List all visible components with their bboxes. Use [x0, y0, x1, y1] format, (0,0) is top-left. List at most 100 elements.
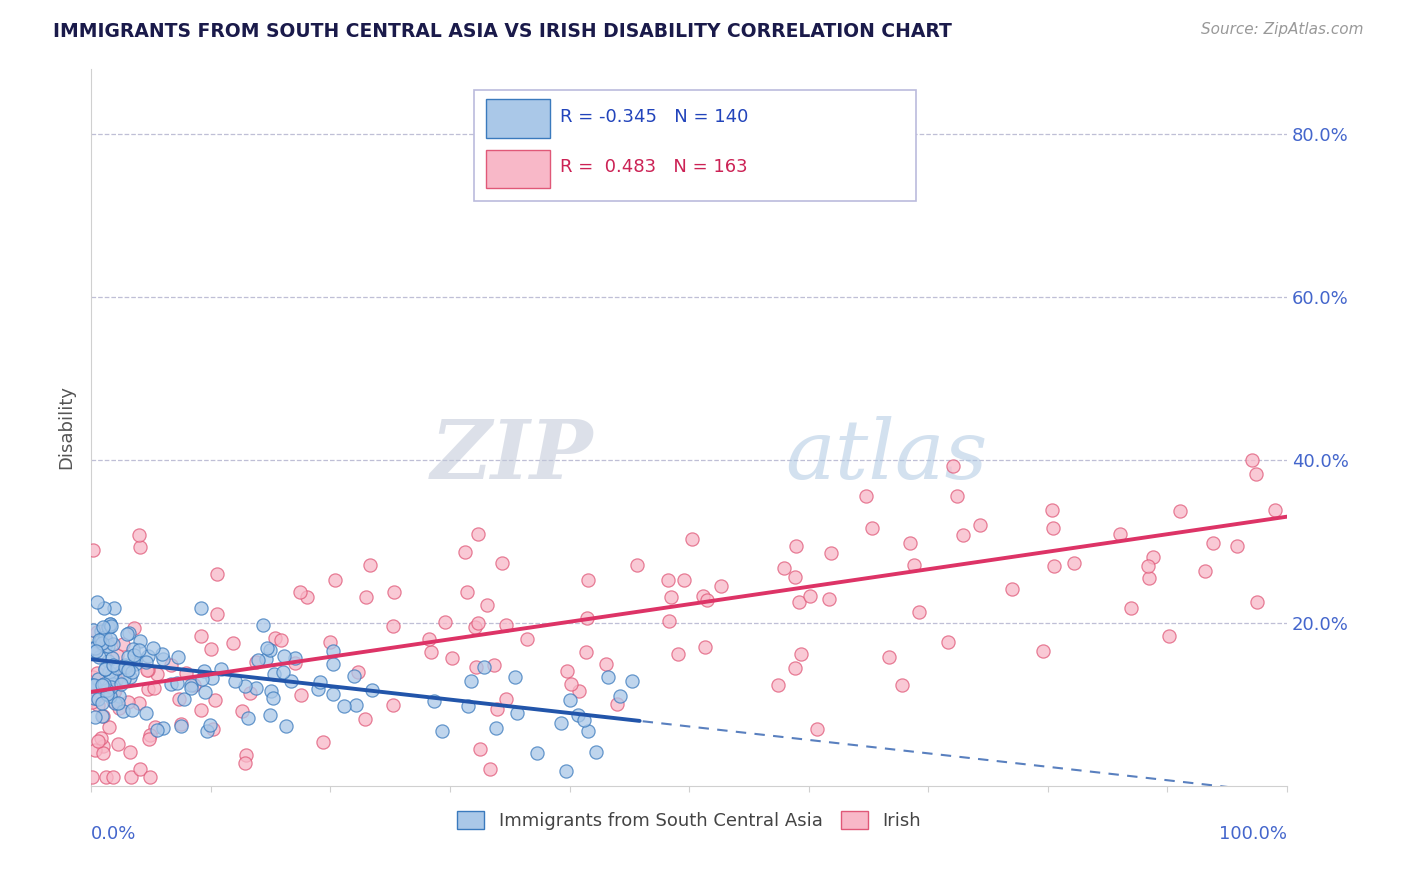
Point: [785, 539, 807, 553]
Point: [621, 673, 644, 688]
Point: [98, 665, 121, 680]
Point: [681, 533, 703, 547]
Point: [418, 632, 440, 646]
Point: [89, 633, 111, 648]
Point: [381, 698, 404, 713]
Point: [82, 641, 104, 656]
Point: [585, 745, 607, 759]
Point: [97, 620, 120, 634]
Point: [87, 650, 110, 665]
Point: [343, 669, 366, 683]
Point: [284, 650, 307, 665]
Point: [174, 665, 197, 680]
Point: [114, 658, 136, 673]
Point: [128, 540, 150, 554]
Point: [96, 635, 118, 649]
Point: [121, 703, 143, 717]
Point: [135, 663, 157, 677]
Point: [1264, 503, 1286, 517]
Point: [128, 528, 150, 542]
Point: [1108, 527, 1130, 541]
Point: [609, 690, 631, 704]
Point: [96, 682, 118, 697]
Point: [103, 637, 125, 651]
Point: [128, 643, 150, 657]
Point: [855, 489, 877, 503]
Text: R =  0.483   N = 163: R = 0.483 N = 163: [560, 159, 748, 177]
Point: [207, 567, 229, 582]
Point: [890, 678, 912, 692]
Point: [259, 643, 281, 657]
Point: [346, 665, 368, 679]
Point: [170, 719, 193, 733]
Point: [877, 650, 900, 665]
Point: [190, 704, 212, 718]
Point: [239, 686, 262, 700]
Point: [150, 648, 173, 662]
Point: [495, 617, 517, 632]
Point: [482, 657, 505, 672]
Point: [503, 670, 526, 684]
Point: [104, 673, 127, 688]
Point: [558, 692, 581, 706]
Point: [1142, 549, 1164, 564]
Point: [104, 683, 127, 698]
Point: [118, 626, 141, 640]
Point: [82, 771, 104, 785]
Point: [478, 763, 501, 777]
Point: [233, 679, 256, 693]
Text: R = -0.345   N = 140: R = -0.345 N = 140: [560, 108, 748, 127]
Point: [84, 641, 107, 656]
Point: [319, 634, 342, 648]
Point: [606, 697, 628, 711]
Point: [246, 652, 269, 666]
Point: [1241, 453, 1264, 467]
Point: [506, 706, 529, 720]
Point: [103, 685, 125, 699]
Point: [233, 756, 256, 771]
Text: ZIP: ZIP: [430, 416, 593, 496]
Point: [231, 704, 253, 718]
Point: [122, 621, 145, 635]
Point: [198, 717, 221, 731]
Point: [103, 694, 125, 708]
Point: [90, 632, 112, 646]
Point: [142, 640, 165, 655]
Point: [456, 585, 478, 599]
Point: [84, 644, 107, 658]
Point: [262, 691, 284, 706]
Point: [271, 665, 294, 679]
FancyBboxPatch shape: [474, 90, 917, 202]
Point: [170, 717, 193, 731]
Point: [423, 694, 446, 708]
Point: [263, 667, 285, 681]
Point: [87, 734, 110, 748]
Point: [209, 662, 232, 676]
Point: [295, 590, 318, 604]
Point: [180, 681, 202, 696]
Point: [969, 518, 991, 533]
Point: [94, 663, 117, 677]
Point: [108, 701, 131, 715]
Point: [97, 653, 120, 667]
Point: [361, 683, 384, 698]
Point: [322, 657, 344, 671]
Point: [86, 665, 108, 680]
Point: [107, 689, 129, 703]
Point: [82, 641, 104, 656]
Point: [578, 573, 600, 587]
Point: [1159, 629, 1181, 643]
Point: [224, 674, 246, 689]
Point: [98, 616, 121, 631]
Point: [1042, 521, 1064, 535]
Point: [903, 558, 925, 572]
Point: [908, 605, 931, 619]
Text: IMMIGRANTS FROM SOUTH CENTRAL ASIA VS IRISH DISABILITY CORRELATION CHART: IMMIGRANTS FROM SOUTH CENTRAL ASIA VS IR…: [53, 22, 952, 41]
Point: [204, 693, 226, 707]
Point: [90, 731, 112, 745]
Point: [100, 670, 122, 684]
Point: [183, 677, 205, 691]
Point: [323, 573, 346, 587]
Point: [1063, 556, 1085, 570]
Point: [440, 650, 463, 665]
